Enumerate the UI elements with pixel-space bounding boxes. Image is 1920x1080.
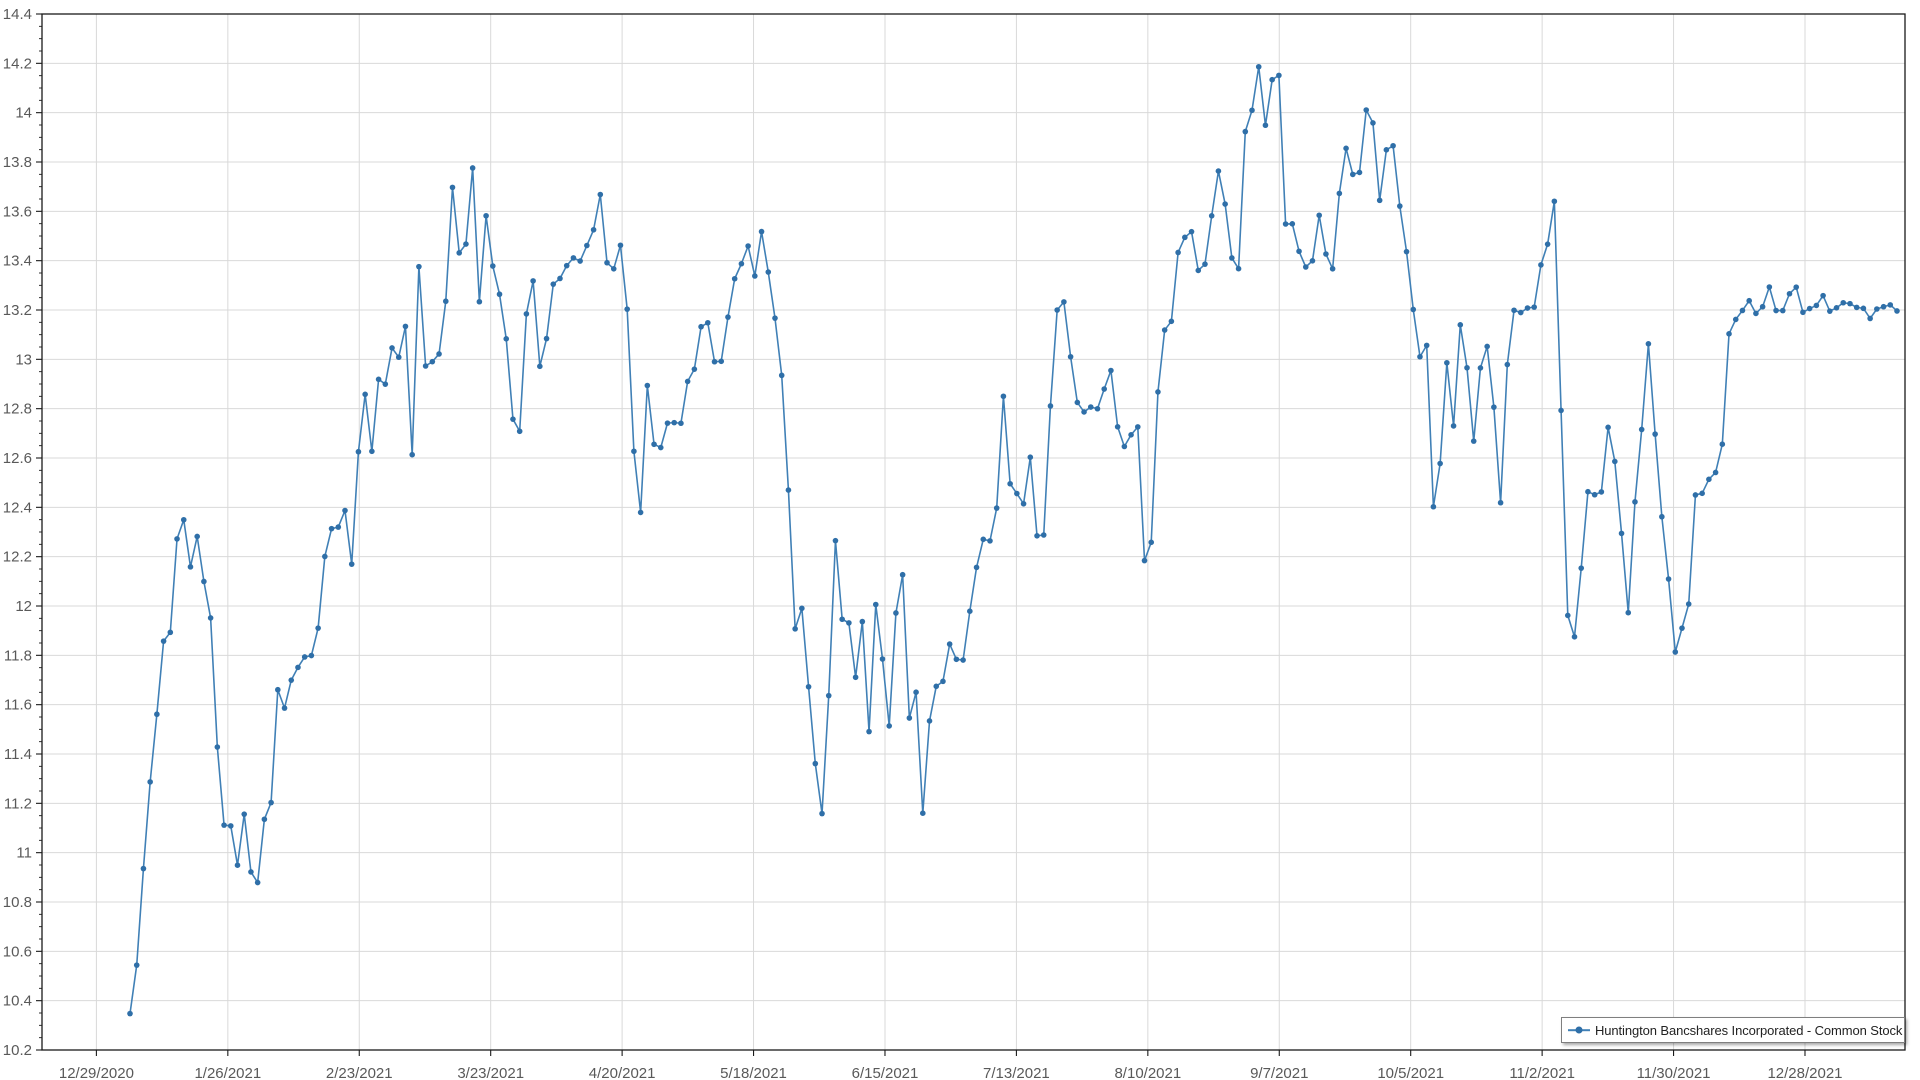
svg-text:12.6: 12.6 [3,450,32,467]
svg-text:10.4: 10.4 [3,993,32,1010]
svg-text:5/18/2021: 5/18/2021 [720,1065,787,1080]
svg-text:10.6: 10.6 [3,943,32,960]
svg-text:11/2/2021: 11/2/2021 [1509,1065,1575,1080]
svg-text:13.2: 13.2 [3,302,32,319]
svg-text:12.2: 12.2 [3,549,32,566]
svg-text:11.4: 11.4 [4,746,32,763]
svg-text:1/26/2021: 1/26/2021 [194,1065,261,1080]
svg-text:7/13/2021: 7/13/2021 [983,1065,1050,1080]
svg-text:13: 13 [15,351,32,368]
svg-text:11: 11 [16,845,32,862]
svg-text:3/23/2021: 3/23/2021 [457,1065,524,1080]
svg-text:12/28/2021: 12/28/2021 [1767,1065,1842,1080]
svg-text:11.8: 11.8 [4,647,32,664]
svg-text:9/7/2021: 9/7/2021 [1250,1065,1308,1080]
svg-text:10.8: 10.8 [3,894,32,911]
svg-text:14: 14 [15,105,32,122]
svg-text:13.4: 13.4 [3,253,32,270]
svg-text:6/15/2021: 6/15/2021 [852,1065,919,1080]
svg-text:8/10/2021: 8/10/2021 [1114,1065,1181,1080]
svg-text:12: 12 [15,598,32,615]
svg-text:11.2: 11.2 [4,795,32,812]
svg-text:2/23/2021: 2/23/2021 [326,1065,393,1080]
svg-text:10.2: 10.2 [3,1042,32,1059]
svg-text:12.4: 12.4 [3,499,32,516]
svg-text:14.2: 14.2 [3,55,32,72]
svg-text:14.4: 14.4 [3,6,32,23]
svg-text:12/29/2020: 12/29/2020 [59,1065,134,1080]
svg-text:13.8: 13.8 [3,154,32,171]
svg-text:11/30/2021: 11/30/2021 [1637,1065,1711,1080]
svg-text:4/20/2021: 4/20/2021 [589,1065,656,1080]
svg-text:13.6: 13.6 [3,203,32,220]
svg-text:10/5/2021: 10/5/2021 [1377,1065,1444,1080]
svg-text:12.8: 12.8 [3,401,32,418]
svg-text:11.6: 11.6 [4,697,32,714]
